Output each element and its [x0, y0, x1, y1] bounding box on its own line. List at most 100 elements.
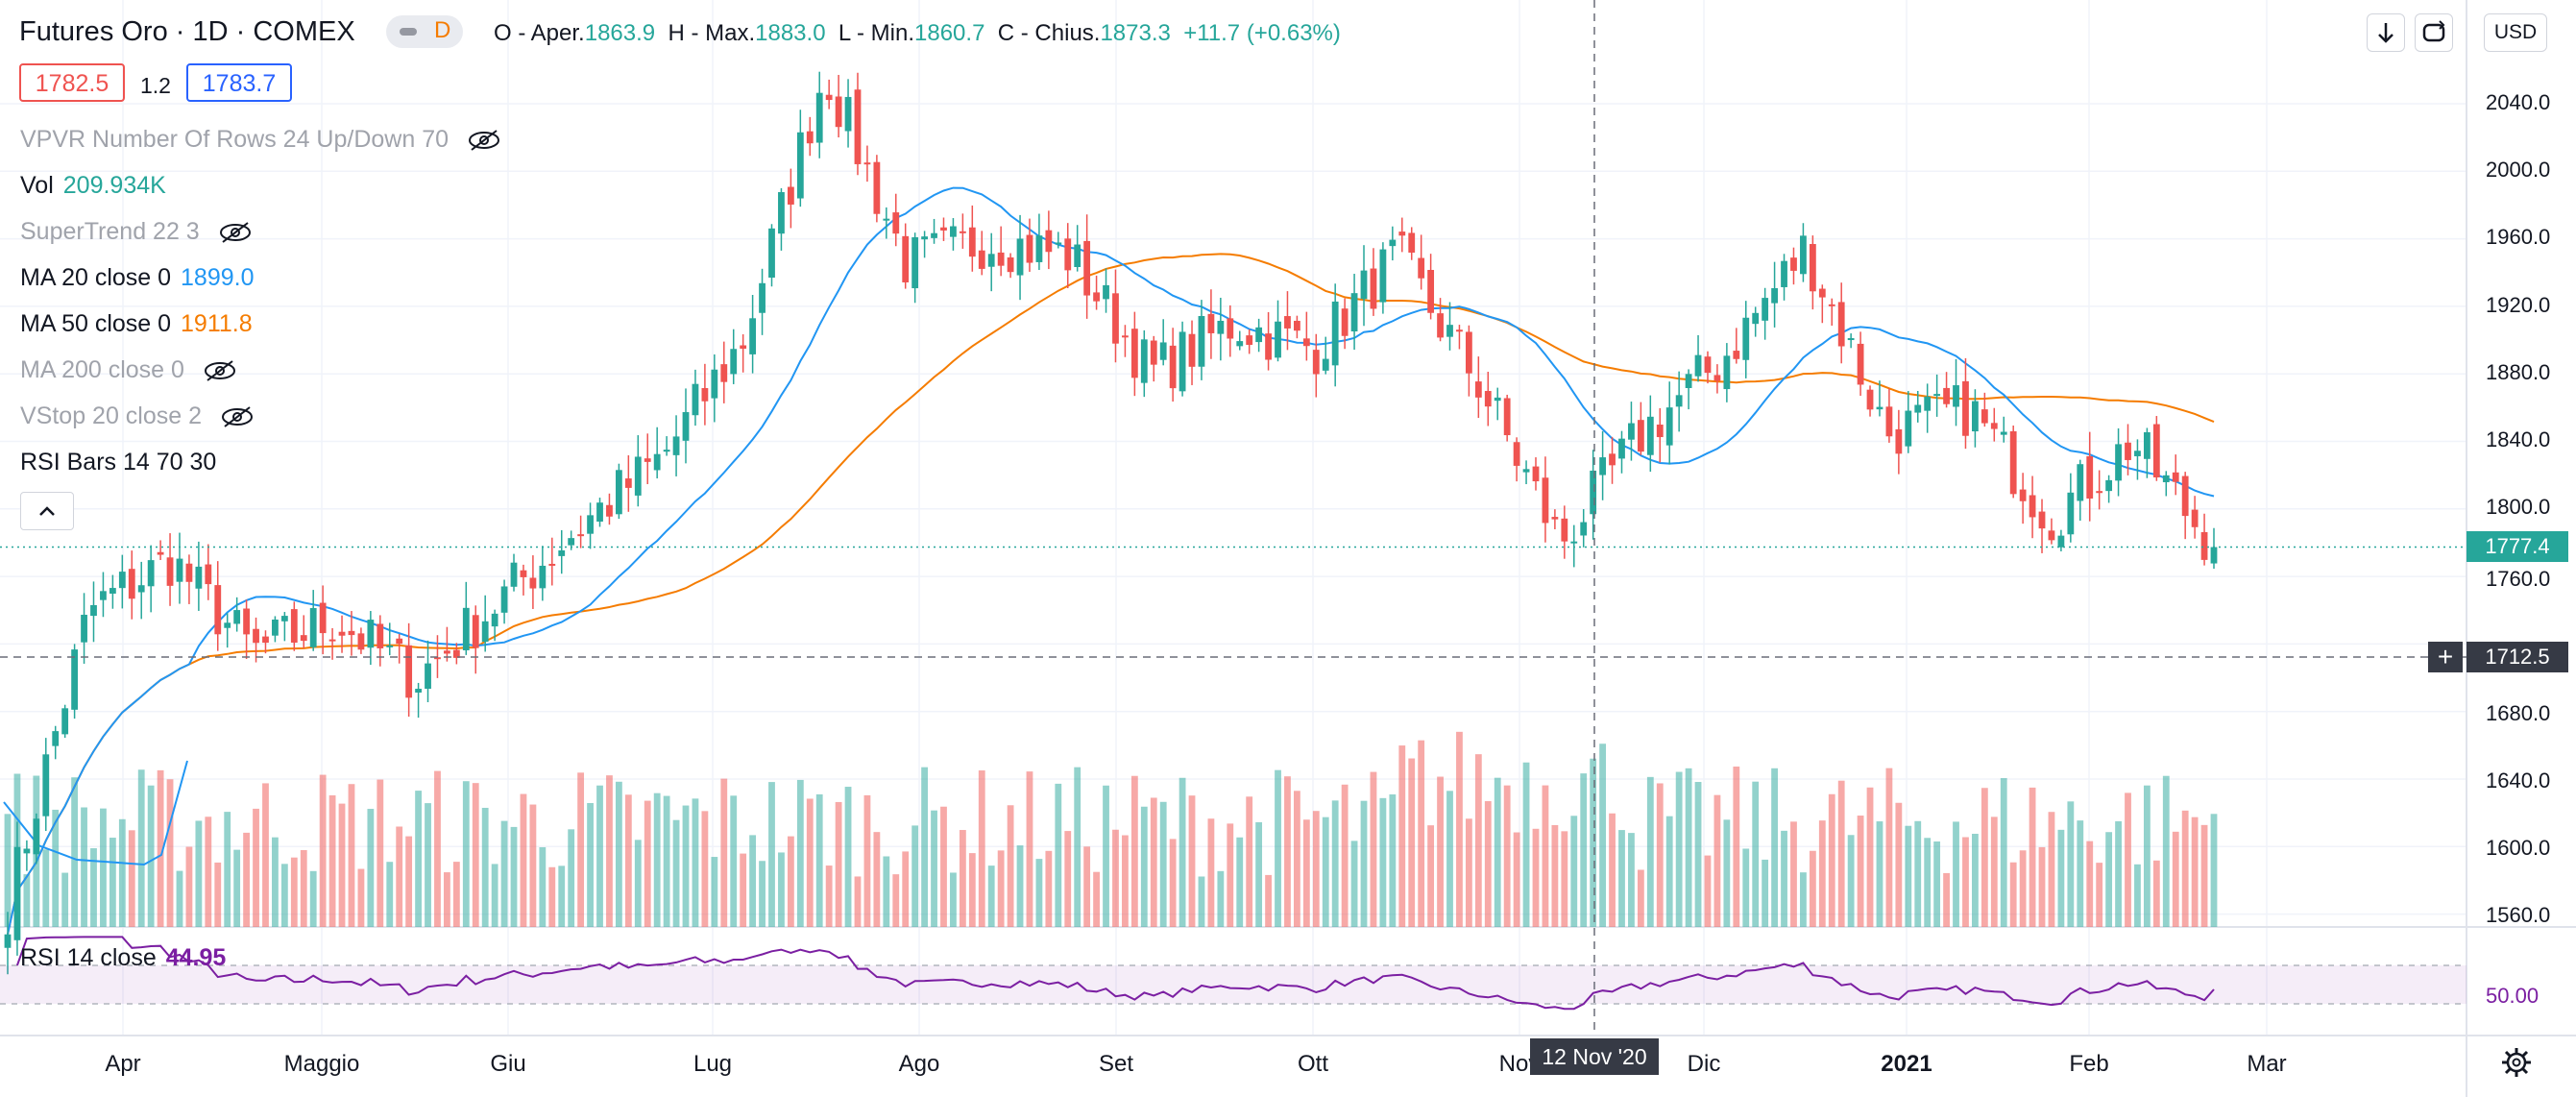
eye-hidden-icon[interactable] [220, 405, 255, 428]
candle-body [1847, 338, 1855, 341]
gear-icon[interactable] [2499, 1045, 2534, 1080]
candle-body [1246, 335, 1253, 346]
candle-body [481, 621, 489, 643]
volume-bar [1704, 855, 1712, 927]
volume-bar [1781, 830, 1787, 927]
volume-bar [1981, 788, 1988, 927]
price-tick: 1760.0 [2486, 567, 2551, 591]
volume-bar [959, 830, 966, 927]
volume-bar [1618, 830, 1625, 927]
candle-body [396, 638, 403, 645]
indicator-vstop[interactable]: VStop 20 close 2 [20, 402, 255, 430]
indicator-volume[interactable]: Vol 209.934K [20, 171, 166, 200]
eye-hidden-icon[interactable] [203, 359, 237, 382]
candle-body [558, 549, 566, 556]
volume-bar [42, 849, 50, 927]
candle-body [1513, 442, 1520, 466]
volume-bar [118, 818, 126, 927]
candle-body [290, 609, 298, 644]
volume-bar [1427, 825, 1435, 927]
candle-body [672, 436, 680, 455]
volume-bar [730, 795, 738, 927]
indicator-supertrend[interactable]: SuperTrend 22 3 [20, 217, 253, 246]
indicator-ma20[interactable]: MA 20 close 0 1899.0 [20, 263, 255, 292]
candle-body [701, 388, 709, 402]
chart-decorations [0, 0, 2467, 1036]
volume-bar [166, 779, 174, 927]
candle-body [214, 585, 222, 635]
candle-body [835, 96, 842, 128]
volume-bar [367, 809, 375, 927]
candle-body [33, 818, 40, 855]
candle-body [2038, 511, 2046, 529]
volume-bar [1733, 767, 1740, 927]
volume-bar [1474, 754, 1482, 927]
volume-bar [1074, 767, 1081, 927]
currency-button[interactable]: USD [2484, 13, 2547, 52]
candle-body [1895, 428, 1903, 454]
candle-body [243, 608, 250, 635]
sell-price-button[interactable]: 1782.5 [19, 63, 125, 102]
candle-body [1656, 425, 1664, 438]
volume-bar [253, 808, 259, 927]
loop-button[interactable] [2415, 13, 2453, 52]
change-value: +11.7 (+0.63%) [1183, 20, 1341, 46]
indicator-label: MA 200 close 0 [20, 356, 184, 383]
low-value: 1860.7 [914, 20, 985, 46]
candle-body [1599, 457, 1607, 475]
candle-body [844, 96, 852, 132]
candle-body [1646, 416, 1654, 455]
volume-bar [520, 793, 527, 927]
candle-body [940, 227, 947, 231]
volume-bar [2000, 778, 2007, 927]
candle-body [415, 689, 422, 693]
volume-bar [987, 865, 995, 927]
volume-bar [137, 769, 145, 927]
indicator-label: MA 20 close 0 [20, 264, 172, 291]
scroll-to-latest-button[interactable] [2367, 13, 2405, 52]
volume-bar [52, 809, 60, 927]
volume-bar [1103, 785, 1109, 927]
volume-bar [1962, 837, 1969, 927]
volume-bar [1389, 793, 1397, 927]
volume-bar [71, 777, 79, 927]
add-alert-plus-icon[interactable]: + [2428, 642, 2463, 672]
candle-body [1742, 317, 1750, 360]
collapse-legend-button[interactable] [20, 492, 74, 530]
candle-body [1331, 301, 1339, 366]
volume-bar [815, 793, 823, 927]
eye-hidden-icon[interactable] [467, 129, 501, 152]
volume-bar [2048, 812, 2055, 927]
volume-bar [157, 769, 164, 927]
buy-price-button[interactable]: 1783.7 [186, 63, 292, 102]
indicator-ma200[interactable]: MA 200 close 0 [20, 355, 237, 384]
crosshair-price-tag: 1712.5 [2467, 642, 2568, 672]
rsi-pane-legend[interactable]: RSI 14 close 44.95 [20, 943, 226, 972]
volume-bar [1016, 845, 1024, 927]
candle-body [1953, 385, 1959, 407]
interval-toggle[interactable]: D [386, 15, 463, 48]
candle-body [1016, 238, 1024, 276]
volume-bar [1494, 777, 1501, 927]
eye-hidden-icon[interactable] [218, 221, 253, 244]
indicator-vpvr[interactable]: VPVR Number Of Rows 24 Up/Down 70 [20, 125, 501, 154]
candle-body [253, 628, 259, 644]
volume-bar [653, 792, 661, 927]
volume-bar [1694, 782, 1702, 927]
candle-body [1169, 345, 1177, 389]
candle-body [529, 577, 537, 589]
candle-body [1618, 438, 1625, 459]
symbol-title[interactable]: Futures Oro · 1D · COMEX [19, 16, 355, 47]
indicator-ma50[interactable]: MA 50 close 0 1911.8 [20, 309, 253, 338]
volume-bar [1360, 800, 1368, 927]
candle-body [1188, 333, 1196, 367]
candle-body [825, 94, 833, 101]
candle-body [1360, 270, 1368, 300]
candle-body [2181, 475, 2189, 517]
candle-body [1561, 518, 1568, 542]
indicator-label: VStop 20 close 2 [20, 402, 203, 429]
indicator-rsi-bars[interactable]: RSI Bars 14 70 30 [20, 448, 216, 476]
candle-body [1064, 238, 1072, 271]
candle-body [634, 456, 642, 496]
